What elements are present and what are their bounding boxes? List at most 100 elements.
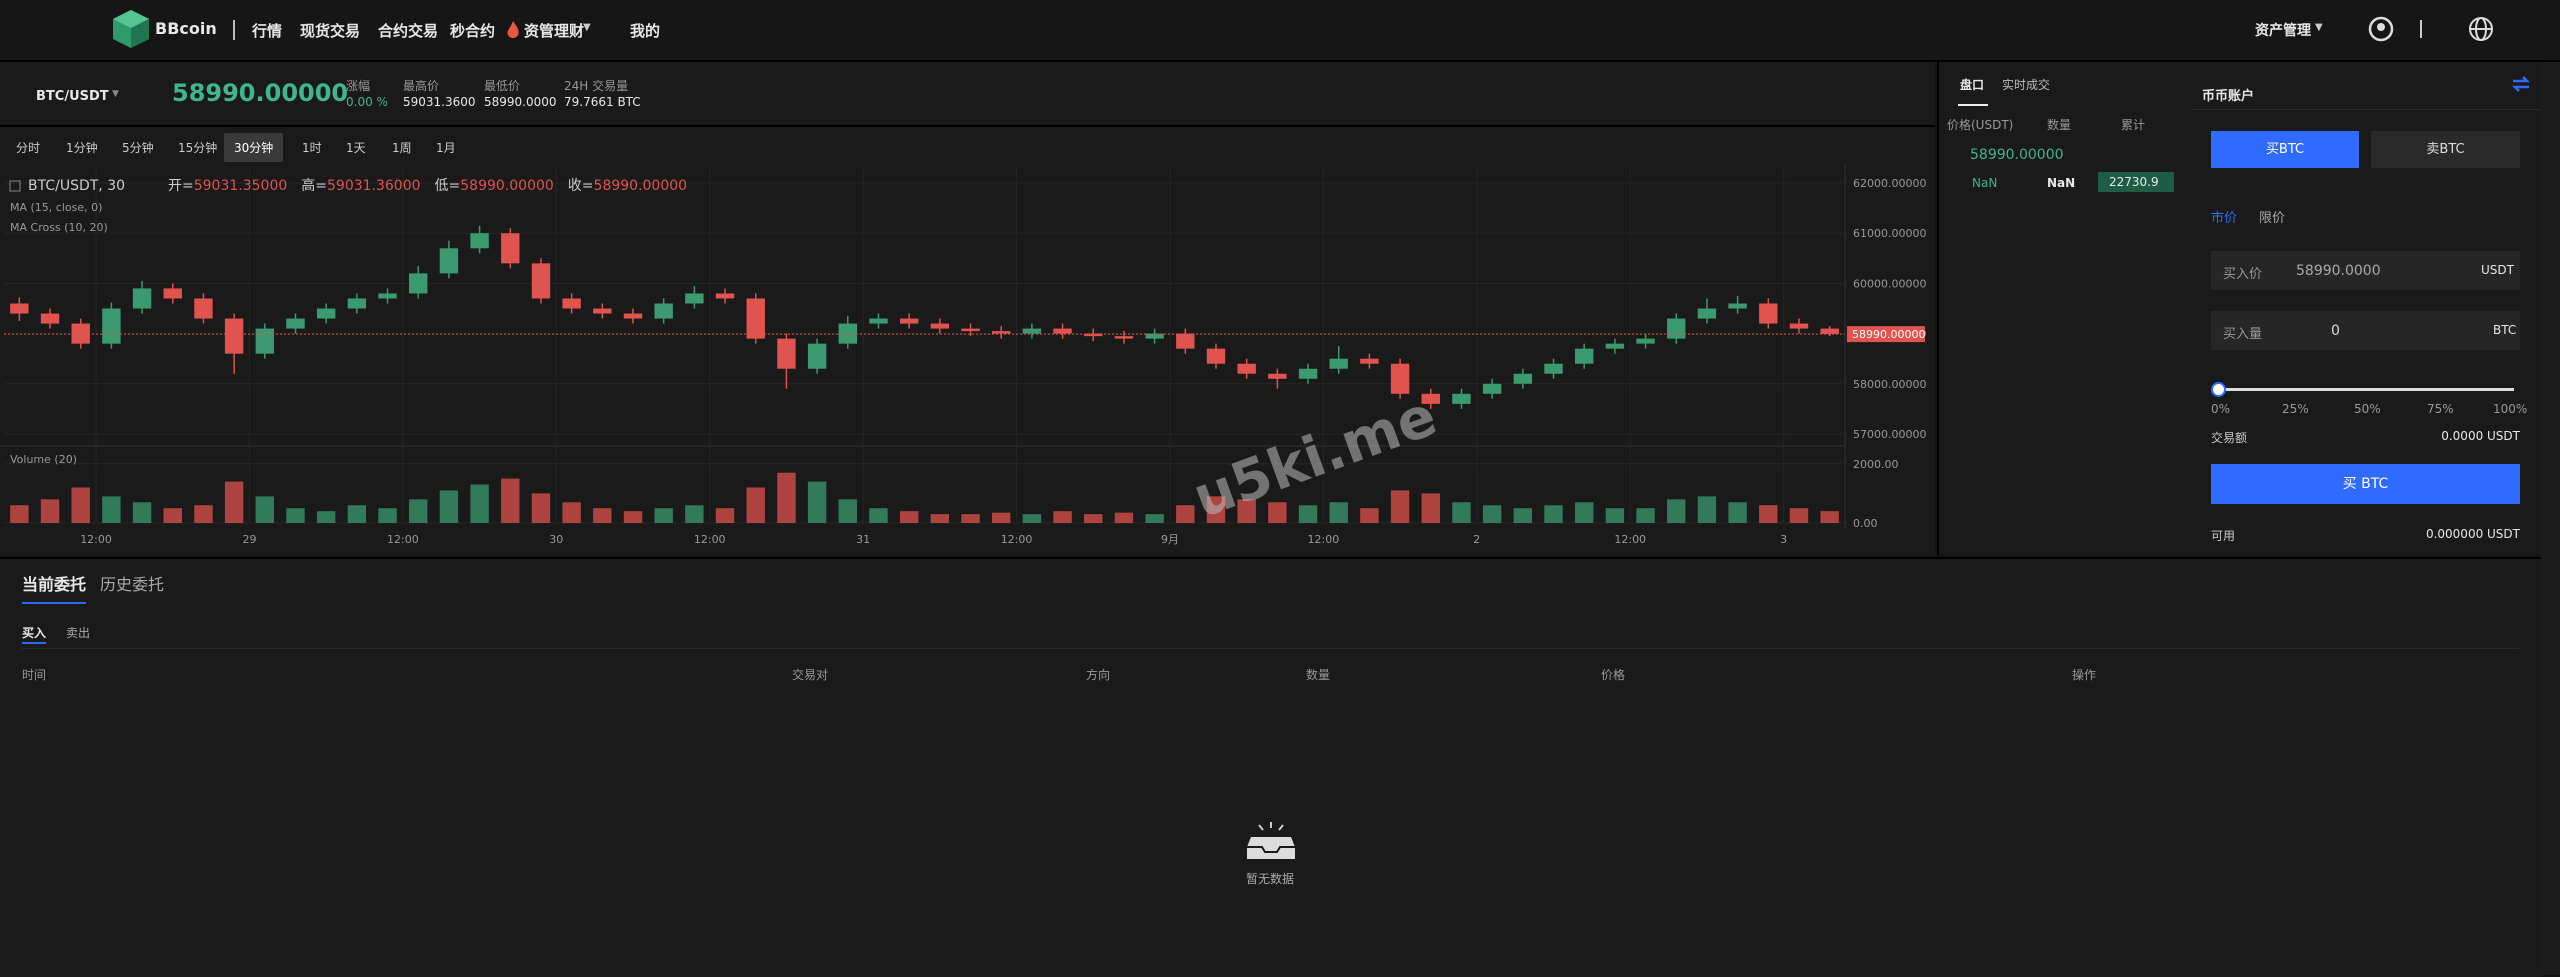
language-icon[interactable] [2468,16,2494,42]
stat-value: 58990.0000 [484,95,557,109]
scrollbar [2541,62,2560,975]
volume-bar [1084,514,1103,523]
indicator-label: MA Cross (10, 20) [10,221,108,234]
percent-mark[interactable]: 75% [2427,402,2454,416]
stat-label: 24H 交易量 [564,79,629,93]
percent-mark[interactable]: 50% [2354,402,2381,416]
order-type[interactable]: 限价 [2259,211,2286,226]
volume-bar [71,487,90,523]
candle-body [1820,328,1839,335]
candle-body [1759,303,1778,324]
volume-bar [1513,508,1533,523]
volume-bar [378,508,397,523]
interval-tab[interactable]: 1时 [302,141,322,155]
ohlc-value: 58990.00000 [460,178,554,194]
candle-body [746,298,765,339]
assets-menu[interactable]: 资产管理 [2255,23,2311,39]
side-tab[interactable]: 卖出 [66,626,91,640]
ohlc-legend: 开=59031.35000 高=59031.36000 低=58990.00000 收… [168,177,687,194]
interval-tab[interactable]: 1月 [436,141,456,155]
logo-icon [113,10,149,48]
pair-selector[interactable]: BTC/USDT [36,89,109,104]
orders-panel: 当前委托 历史委托 买入 卖出 时间 交易对 方向 数量 价格 操作 暂无数据 [0,557,2541,977]
candle-body [71,323,90,344]
buy-tab[interactable]: 买BTC [2211,131,2359,168]
nav-item[interactable]: 我的 [630,22,661,40]
candle-body [132,288,152,309]
trade-panel: 币币账户 买BTC 卖BTC 市价 限价 买入价 58990.0000 USDT… [2191,62,2541,555]
x-tick-label: 3 [1780,533,1787,546]
user-icon[interactable] [2368,16,2394,42]
interval-tab[interactable]: 1分钟 [66,141,98,155]
order-type[interactable]: 市价 [2211,211,2238,226]
candle-body [1636,338,1655,344]
candle-body [869,318,888,324]
interval-tab[interactable]: 15分钟 [178,141,218,155]
volume-bar [224,481,244,523]
candle-body [1697,308,1717,319]
nav-item[interactable]: 秒合约 [450,22,496,40]
book-header: 累计 [2121,118,2146,132]
ohlc-value: 58990.00000 [594,178,688,194]
candle-body [1268,373,1287,379]
volume-bar [1268,502,1287,523]
volume-bar [1544,505,1563,523]
book-tab[interactable]: 盘口 [1960,78,1985,92]
nav-item[interactable]: 合约交易 [378,22,439,40]
collapse-icon [9,180,21,192]
y-tick-label: 57000.00000 [1853,428,1926,441]
interval-tab[interactable]: 5分钟 [122,141,154,155]
volume-bar [1329,502,1348,523]
candle-body [1667,318,1686,339]
interval-tab[interactable]: 分时 [16,141,41,155]
input-label: 买入量 [2223,327,2263,342]
amount-input[interactable] [2211,311,2520,350]
interval-tab[interactable]: 1天 [346,141,366,155]
volume-bar [1605,508,1625,523]
interval-tab[interactable]: 1周 [392,141,412,155]
submit-button[interactable]: 买 BTC [2211,464,2520,504]
slider-handle[interactable] [2211,382,2226,397]
divider [233,20,235,40]
book-tab[interactable]: 实时成交 [2002,78,2051,92]
sell-tab[interactable]: 卖BTC [2371,131,2520,168]
candle-body [838,323,857,344]
volume-bar [685,505,704,523]
interval-tab[interactable]: 30分钟 [224,133,284,162]
logo-text[interactable]: BBcoin [155,19,217,38]
price-input[interactable] [2211,251,2520,290]
orders-tab[interactable]: 历史委托 [100,575,165,594]
ohlc-key: 高= [301,177,327,194]
x-tick-label: 29 [242,533,256,546]
panel-title: 币币账户 [2202,89,2255,104]
candle-body [777,338,796,369]
percent-mark[interactable]: 0% [2211,402,2231,416]
input-value: 0 [2331,323,2340,339]
nav-item[interactable]: 行情 [252,22,283,40]
candle-body [255,328,275,354]
book-header: 价格(USDT) [1947,118,2014,132]
x-tick-label: 9月 [1161,533,1179,546]
x-tick-label: 12:00 [694,533,726,546]
side-tab[interactable]: 买入 [22,626,47,640]
nav-item[interactable]: 资管理财 [524,22,585,40]
percent-mark[interactable]: 100% [2493,402,2528,416]
dropdown-caret: ▼ [583,22,591,33]
percent-mark[interactable]: 25% [2282,402,2309,416]
volume-bar [1206,496,1226,523]
nav-item[interactable]: 现货交易 [300,22,361,40]
x-tick-label: 12:00 [1001,533,1033,546]
orders-tab[interactable]: 当前委托 [22,575,87,594]
switch-icon[interactable] [2511,74,2531,94]
volume-bar [930,514,950,523]
x-tick-label: 2 [1473,533,1480,546]
x-tick-label: 31 [856,533,870,546]
volume-bar [623,511,643,523]
order-book: 盘口 实时成交 价格(USDT) 数量 累计 58990.00000 NaN N… [1937,62,2193,555]
volume-bar [654,508,673,523]
table-header: 价格 [1601,668,1626,682]
volume-bar [1452,502,1471,523]
table-header: 数量 [1306,668,1331,682]
volume-bar [1390,490,1410,523]
